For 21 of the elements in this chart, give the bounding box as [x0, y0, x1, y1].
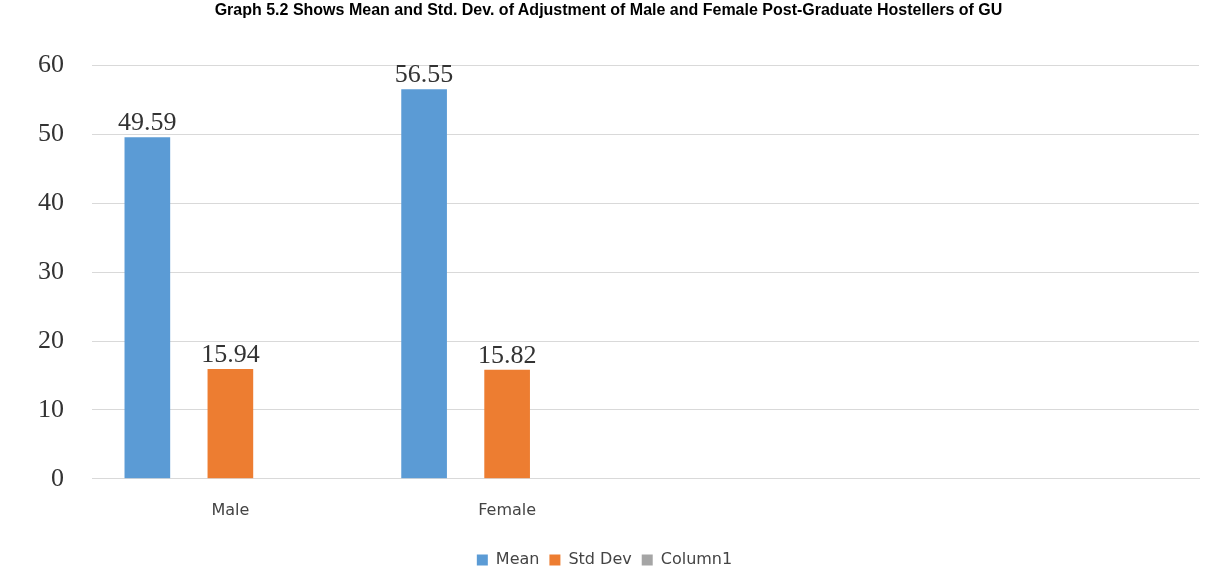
x-tick-label: Female [478, 499, 537, 519]
y-tick-label: 0 [51, 462, 64, 492]
legend-label: Column1 [660, 549, 733, 569]
bar [207, 369, 254, 479]
bar [484, 369, 530, 479]
legend-label: Mean [495, 549, 540, 569]
y-tick-label: 20 [38, 324, 64, 354]
data-label: 15.82 [477, 339, 537, 369]
y-tick-label: 50 [38, 118, 64, 148]
y-tick-label: 10 [38, 393, 64, 423]
bar [401, 89, 447, 479]
y-tick-label: 30 [38, 256, 64, 286]
data-label: 49.59 [118, 107, 177, 137]
chart-title: Graph 5.2 Shows Mean and Std. Dev. of Adjustment of Male and Female Post-Graduate Hostellers of GU [213, 0, 1004, 20]
y-tick-label: 60 [38, 49, 64, 79]
data-label: 15.94 [201, 338, 260, 368]
y-tick-label: 40 [38, 187, 64, 217]
legend-label: Std Dev [568, 549, 632, 569]
data-label: 56.55 [394, 59, 454, 89]
bar [124, 137, 171, 479]
x-tick-label: Male [211, 499, 250, 519]
